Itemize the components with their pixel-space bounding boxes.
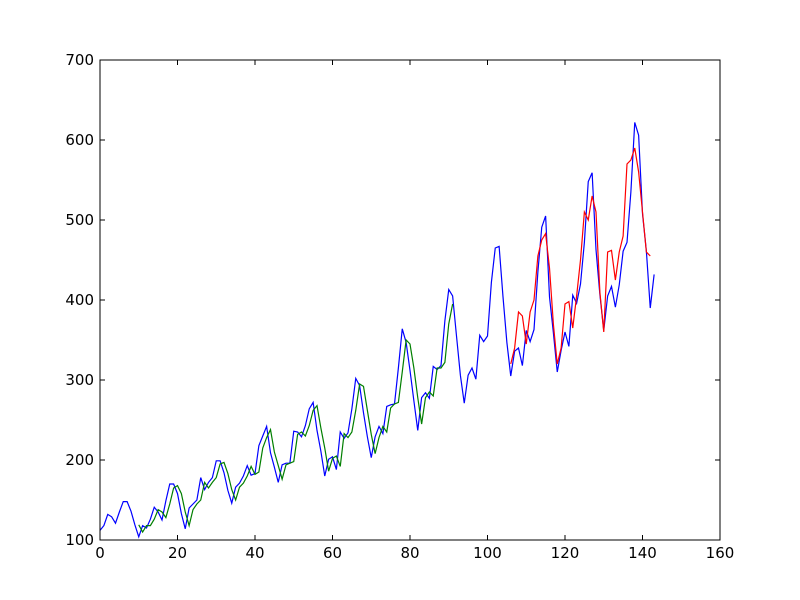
x-tick-label: 160 (706, 544, 735, 562)
y-tick-label: 500 (65, 211, 94, 229)
data-line (138, 303, 454, 534)
x-tick-label: 100 (473, 544, 502, 562)
data-line (510, 147, 651, 365)
y-tick-label: 700 (65, 51, 94, 69)
x-tick-label: 20 (168, 544, 187, 562)
y-tick-label: 400 (65, 291, 94, 309)
data-line (99, 122, 655, 539)
y-tick-label: 100 (65, 531, 94, 549)
x-tick-label: 140 (628, 544, 657, 562)
x-tick-label: 60 (323, 544, 342, 562)
x-tick-label: 40 (245, 544, 264, 562)
plot-frame (99, 59, 721, 541)
y-tick-label: 600 (65, 131, 94, 149)
x-tick-label: 0 (95, 544, 105, 562)
y-tick-label: 300 (65, 371, 94, 389)
x-tick-label: 120 (551, 544, 580, 562)
x-tick-label: 80 (400, 544, 419, 562)
y-tick-label: 200 (65, 451, 94, 469)
